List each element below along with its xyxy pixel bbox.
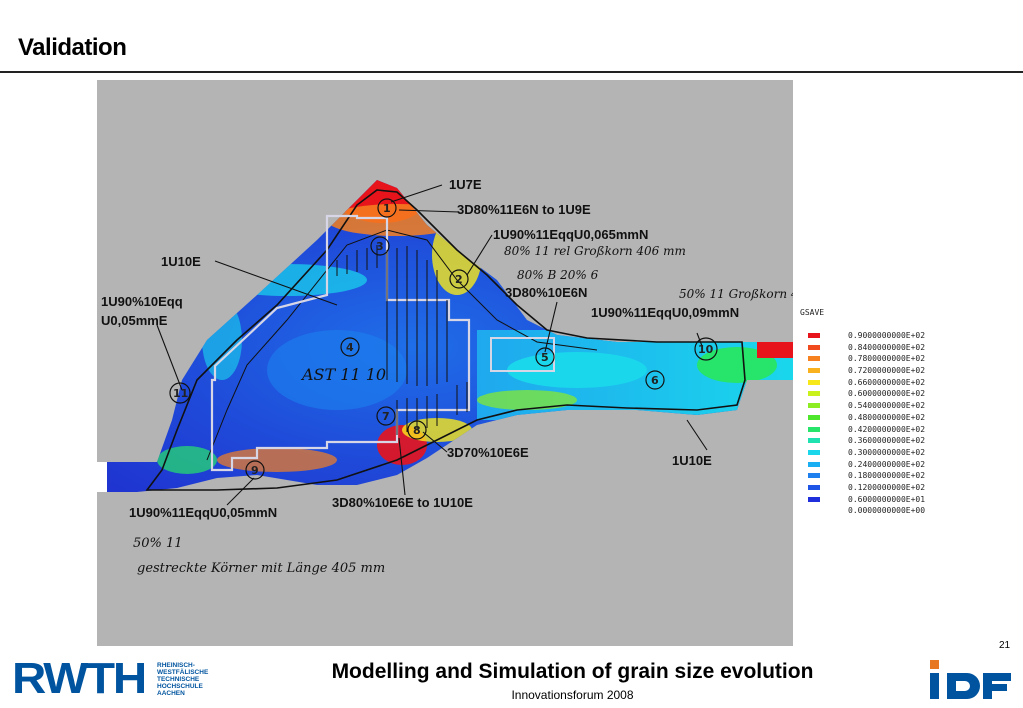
legend-row: 0.1200000000E+02 [800,483,970,495]
label-3d70-10e6e: 3D70%10E6E [447,445,529,460]
note-grosskorn-40: 50% 11 Großkorn 4,0mm [679,287,793,301]
label-3d80-11e6n: 3D80%11E6N to 1U9E [457,202,591,217]
legend-swatch [808,484,820,490]
label-1u90-11eqq-005: 1U90%11EqqU0,05mmN [129,505,277,520]
legend-swatch [808,449,820,455]
title-divider [0,71,1023,73]
legend-value: 0.6000000000E+02 [848,389,926,399]
legend-value: 0.1200000000E+02 [848,482,926,492]
legend-row: 0.3000000000E+02 [800,448,970,460]
legend-value: 0.7800000000E+02 [848,354,926,364]
zone-9-number: 9 [251,464,259,477]
legend-swatch [808,356,820,362]
part-outline [145,189,746,491]
label-1u10e-bottom: 1U10E [672,453,712,468]
legend-row: 0.6000000000E+01 [800,495,970,507]
zone-6-number: 6 [651,374,659,387]
label-3d80-10e6n: 3D80%10E6N [505,285,587,300]
label-1u90-10eqq: 1U90%10Eqq [101,294,183,309]
legend-row: 0.6000000000E+02 [800,389,970,401]
legend-row: 0.4800000000E+02 [800,413,970,425]
zone-5-number: 5 [541,351,549,364]
zone-3-number: 3 [376,240,384,253]
legend-value: 0.5400000000E+02 [848,401,926,411]
legend-value: 0.6600000000E+02 [848,377,926,387]
legend-swatch [808,391,820,397]
slide-title: Validation [18,34,127,61]
typed-labels: 1U7E 3D80%11E6N to 1U9E 1U90%11EqqU0,065… [101,177,739,520]
label-1u7e: 1U7E [449,177,482,192]
handwritten-notes: 80% 11 rel Großkorn 406 mm 80% B 20% 6 5… [133,244,793,576]
legend-swatch [808,403,820,409]
legend-swatch [808,438,820,444]
legend-value: 0.0000000000E+00 [848,506,926,516]
legend-value: 0.4800000000E+02 [848,412,926,422]
legend-value: 0.1800000000E+02 [848,471,926,481]
legend-value: 0.3600000000E+02 [848,436,926,446]
hatching-lines [336,245,468,435]
legend-swatch [808,333,820,338]
legend-swatch [808,496,820,502]
legend-row: 0.0000000000E+00 [800,506,970,518]
label-u005mme: U0,05mmE [101,313,168,328]
zone-8-number: 8 [413,424,421,437]
zone-2-number: 2 [455,273,463,286]
legend-value: 0.9000000000E+02 [848,331,926,340]
legend-row: 0.3600000000E+02 [800,436,970,448]
legend-row: 0.7200000000E+02 [800,366,970,378]
legend-rows: 0.9000000000E+02 0.8400000000E+02 0.780000… [800,331,970,518]
zone-4-number: 4 [346,341,354,354]
note-80b-20-6: 80% B 20% 6 [517,268,599,282]
rwth-logo: RWTH RHEINISCH- WESTFÄLISCHE TECHNISCHE … [12,654,232,703]
legend-value: 0.3000000000E+02 [848,447,926,457]
legend-row: 0.8400000000E+02 [800,343,970,355]
label-1u90-11eqq-065: 1U90%11EqqU0,065mmN [493,227,648,242]
note-gestreckte-koerner: gestreckte Körner mit Länge 405 mm [137,561,385,576]
footer-title: Modelling and Simulation of grain size e… [331,660,814,683]
page-number: 21 [999,640,1011,651]
legend-row: 0.2400000000E+02 [800,460,970,472]
legend-value: 0.2400000000E+02 [848,459,926,469]
rwth-logo-mark: RWTH [12,654,147,703]
legend-swatch [808,426,820,432]
legend-row: 0.5400000000E+02 [800,401,970,413]
note-ast-11-10: AST 11 10 [300,365,386,384]
ibf-logo [930,660,1011,699]
legend-value: 0.6000000000E+01 [848,494,926,504]
legend-swatch [808,344,820,350]
legend-title: GSAVE [800,308,825,317]
zone-11-number: 11 [173,387,188,400]
zone-number-markers: 1 2 3 4 5 6 7 8 9 10 11 [169,198,718,480]
zone-10-number: 10 [698,343,714,356]
label-1u10e-top: 1U10E [161,254,201,269]
legend-value: 0.4200000000E+02 [848,424,926,434]
legend-row: 0.4200000000E+02 [800,425,970,437]
label-3d80-10e6e: 3D80%10E6E to 1U10E [332,495,473,510]
legend-value: 0.7200000000E+02 [848,366,926,376]
footer-subtitle: Innovationsforum 2008 [511,688,634,702]
legend-row: 0.6600000000E+02 [800,378,970,390]
legend-swatch [808,379,820,385]
legend-swatch [808,414,820,420]
note-50-11: 50% 11 [133,536,183,551]
zone-1-number: 1 [383,202,391,215]
gsave-legend: GSAVE 0.9000000000E+02 0.8400000000E+02 0.… [800,308,970,518]
label-1u90-11eqq-009: 1U90%11EqqU0,09mmN [591,305,739,320]
leader-lines [156,184,708,506]
zone-7-number: 7 [382,410,390,423]
zone-boundary-overlay [210,214,471,472]
legend-swatch [808,461,820,467]
note-grosskorn-406: 80% 11 rel Großkorn 406 mm [504,244,686,258]
legend-swatch [808,473,820,479]
legend-swatch [808,368,820,374]
legend-value: 0.8400000000E+02 [848,342,926,352]
legend-row: 0.9000000000E+02 [800,331,970,343]
rwth-logo-subtitle: RHEINISCH- WESTFÄLISCHE TECHNISCHE HOCHS… [157,662,209,697]
legend-row: 0.7800000000E+02 [800,354,970,366]
legend-row: 0.1800000000E+02 [800,471,970,483]
grain-size-contour-figure: 1 2 3 4 5 6 7 8 9 10 11 1U7E 3D80%11E6N … [97,80,793,646]
